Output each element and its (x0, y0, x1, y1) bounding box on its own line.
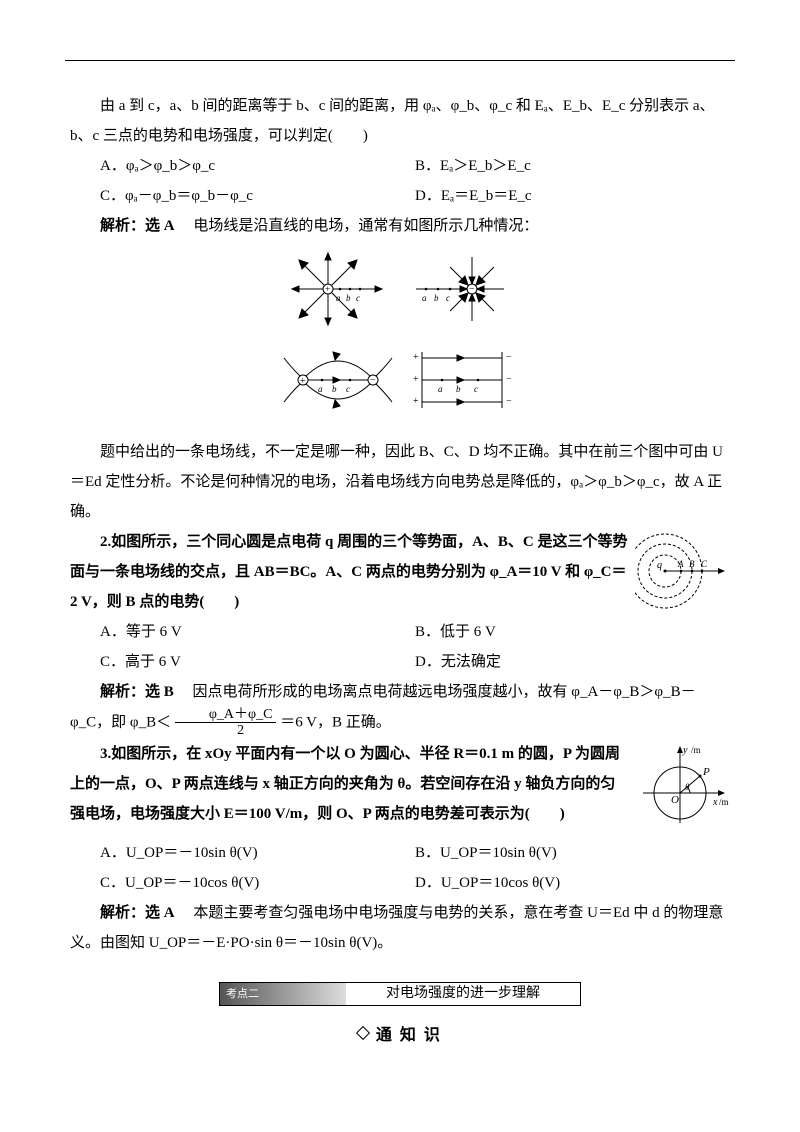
section-left: 考点二 (220, 983, 346, 1005)
q2-answer-post: ＝6 V，B 正确。 (280, 714, 391, 730)
q2-optB: B．低于 6 V (415, 617, 730, 647)
section-box: 考点二 对电场强度的进一步理解 (219, 982, 581, 1006)
svg-text:c: c (446, 293, 450, 303)
svg-text:−: − (370, 375, 376, 386)
section-right: 对电场强度的进一步理解 (346, 983, 580, 1005)
svg-text:+: + (413, 352, 419, 363)
q2-options: A．等于 6 V B．低于 6 V C．高于 6 V D．无法确定 (100, 617, 730, 677)
q1-optA: A．φₐ＞φ_b＞φ_c (100, 151, 415, 181)
svg-text:b: b (346, 293, 351, 303)
svg-text:θ: θ (685, 782, 690, 792)
q3-optC: C．U_OP＝－10cos θ(V) (100, 868, 415, 898)
q3-optA: A．U_OP＝－10sin θ(V) (100, 838, 415, 868)
svg-text:B: B (689, 559, 695, 569)
svg-text:y: y (682, 745, 688, 756)
q1-intro: 由 a 到 c，a、b 间的距离等于 b、c 间的距离，用 φₐ、φ_b、φ_c… (70, 91, 730, 151)
q3-figure: P O θ y/m x/m (635, 743, 730, 838)
fig-dipole: a b c + − (278, 340, 398, 420)
q1-optD: D．Eₐ＝E_b＝E_c (415, 181, 730, 211)
q2-frac-den: 2 (175, 723, 277, 738)
q3-answer-prefix: 解析：选 A (100, 905, 175, 921)
q2-answer-prefix: 解析：选 B (100, 684, 174, 700)
q2-frac-num: φ_A＋φ_C (175, 707, 277, 723)
svg-text:c: c (346, 384, 350, 394)
svg-text:C: C (701, 559, 708, 569)
top-rule (65, 60, 735, 61)
q3-answer: 解析：选 A 本题主要考查匀强电场中电场强度与电势的关系，意在考查 U＝Ed 中… (70, 898, 730, 958)
zhishi-text: 通 知 识 (376, 1020, 442, 1052)
svg-text:a: a (336, 293, 341, 303)
q1-answer-text: 电场线是沿直线的电场，通常有如图所示几种情况： (193, 218, 538, 234)
q2-optC: C．高于 6 V (100, 647, 415, 677)
svg-text:b: b (434, 293, 439, 303)
fig-parallel-plates: + + + − − − a b c (402, 340, 522, 420)
q1-answer: 解析：选 A 电场线是沿直线的电场，通常有如图所示几种情况： (70, 211, 730, 241)
svg-text:A: A (677, 559, 684, 569)
q2-optD: D．无法确定 (415, 647, 730, 677)
svg-text:a: a (318, 384, 323, 394)
q3-optB: B．U_OP＝10sin θ(V) (415, 838, 730, 868)
svg-text:+: + (413, 374, 419, 385)
svg-text:P: P (702, 766, 710, 778)
zhishi-heading: 通 知 识 (70, 1020, 730, 1052)
svg-text:+: + (325, 284, 330, 294)
q2-figure: q A B C (635, 531, 730, 611)
svg-text:x: x (712, 797, 718, 808)
q1-options: A．φₐ＞φ_b＞φ_c B．Eₐ＞E_b＞E_c C．φₐ－φ_b＝φ_b－φ… (100, 151, 730, 211)
svg-text:O: O (671, 794, 679, 806)
q2-stem: 2.如图所示，三个同心圆是点电荷 q 周围的三个等势面，A、B、C 是这三个等势… (70, 527, 730, 617)
svg-text:−: − (506, 352, 512, 363)
svg-text:+: + (413, 396, 419, 407)
svg-text:+: + (300, 376, 306, 387)
q3-optD: D．U_OP＝10cos θ(V) (415, 868, 730, 898)
svg-text:−: − (469, 284, 475, 295)
fig-point-charge-positive: a b c + (288, 249, 398, 329)
svg-text:b: b (332, 384, 337, 394)
q1-optB: B．Eₐ＞E_b＞E_c (415, 151, 730, 181)
q1-optC: C．φₐ－φ_b＝φ_b－φ_c (100, 181, 415, 211)
q2-answer: 解析：选 B 因点电荷所形成的电场离点电荷越远电场强度越小，故有 φ_A－φ_B… (70, 677, 730, 739)
q2-fraction: φ_A＋φ_C 2 (175, 707, 277, 739)
diamond-icon (356, 1026, 370, 1040)
svg-text:a: a (422, 293, 427, 303)
svg-text:/m: /m (719, 797, 729, 807)
svg-text:c: c (356, 293, 360, 303)
q3-options: A．U_OP＝－10sin θ(V) B．U_OP＝10sin θ(V) C．U… (100, 838, 730, 898)
q2-optA: A．等于 6 V (100, 617, 415, 647)
q1-answer-prefix: 解析：选 A (100, 218, 175, 234)
fig-point-charge-negative: a b c − (402, 249, 512, 329)
svg-text:q: q (657, 560, 662, 571)
q3-stem: 3.如图所示，在 xOy 平面内有一个以 O 为圆心、半径 R＝0.1 m 的圆… (70, 739, 730, 829)
svg-text:c: c (474, 384, 478, 394)
q1-figures: a b c + a b c − (70, 249, 730, 431)
svg-text:a: a (438, 384, 443, 394)
svg-text:/m: /m (691, 745, 701, 755)
q1-explain: 题中给出的一条电场线，不一定是哪一种，因此 B、C、D 均不正确。其中在前三个图… (70, 437, 730, 527)
svg-text:−: − (506, 374, 512, 385)
svg-text:−: − (506, 396, 512, 407)
svg-text:b: b (456, 384, 461, 394)
